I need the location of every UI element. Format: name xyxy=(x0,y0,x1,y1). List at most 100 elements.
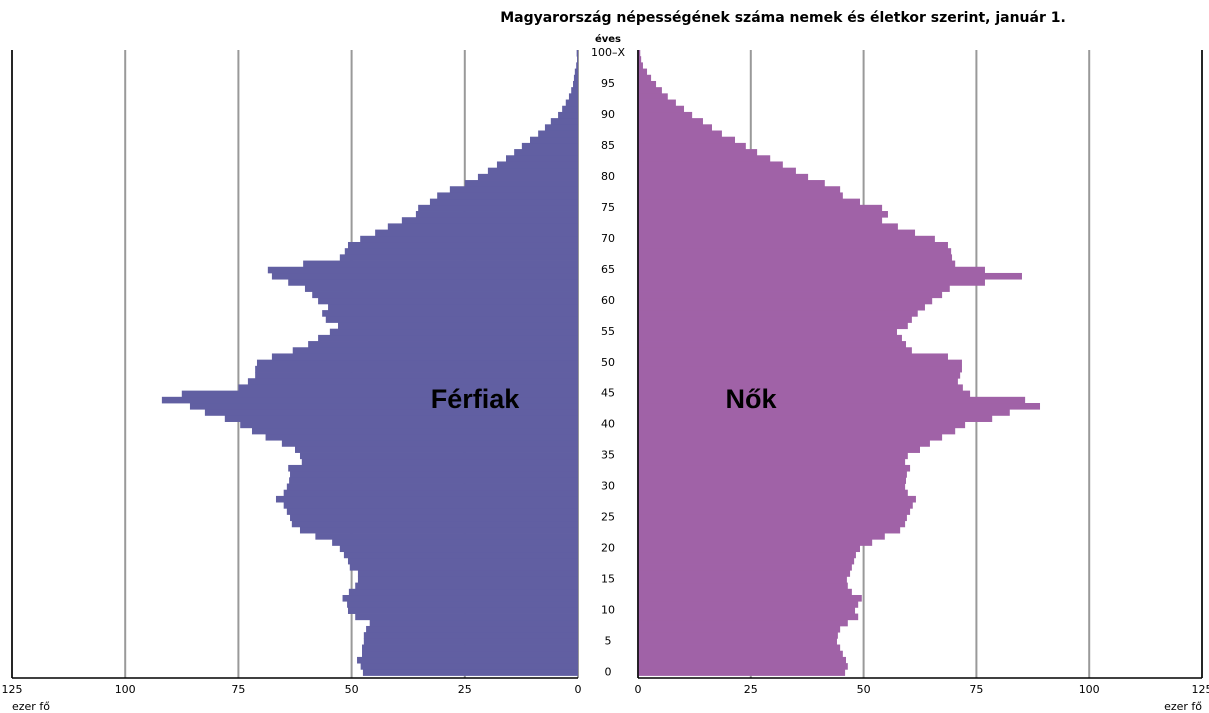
bar xyxy=(638,353,948,361)
x-tick-label: 50 xyxy=(345,683,359,696)
bar xyxy=(247,378,578,385)
bar xyxy=(415,211,578,218)
bar xyxy=(360,663,578,670)
bar xyxy=(638,378,958,385)
bar xyxy=(301,458,578,466)
bar xyxy=(571,87,578,94)
bar xyxy=(638,625,841,633)
bar xyxy=(638,440,930,447)
bar xyxy=(181,390,579,398)
bar xyxy=(577,56,578,63)
bar xyxy=(638,365,962,373)
bar xyxy=(477,173,578,181)
bar xyxy=(638,520,906,528)
bar xyxy=(347,557,578,565)
bar xyxy=(638,421,966,429)
bar xyxy=(638,594,862,602)
bar xyxy=(638,452,908,460)
bar xyxy=(638,588,852,596)
bar xyxy=(328,303,578,311)
bar xyxy=(638,656,847,664)
bar xyxy=(638,217,883,224)
bar xyxy=(308,341,578,348)
y-tick-label: 35 xyxy=(601,449,615,462)
bar xyxy=(638,303,925,311)
y-tick-label: 30 xyxy=(601,480,615,493)
bar xyxy=(638,644,841,652)
bar xyxy=(339,254,578,261)
bar xyxy=(638,613,859,621)
bar xyxy=(638,341,907,348)
bar xyxy=(357,576,578,584)
bar xyxy=(224,415,579,422)
bar xyxy=(638,56,642,63)
bar xyxy=(638,415,993,422)
bar xyxy=(638,446,920,453)
bar xyxy=(355,613,578,621)
bar xyxy=(347,607,578,614)
y-tick-label: 40 xyxy=(601,418,615,431)
bar xyxy=(638,582,848,590)
chart-title: Magyarország népességének száma nemek és… xyxy=(500,10,1066,26)
x-axis-label: ezer fő xyxy=(1164,700,1202,713)
x-tick-label: 0 xyxy=(575,683,582,696)
bar xyxy=(161,396,578,404)
y-tick-label: 15 xyxy=(601,573,615,586)
bar xyxy=(638,427,956,435)
bar xyxy=(576,50,578,57)
bar xyxy=(638,328,897,336)
x-tick-label: 75 xyxy=(231,683,245,696)
bar xyxy=(366,625,578,633)
bar xyxy=(638,570,851,577)
bar xyxy=(363,638,578,645)
bar xyxy=(558,111,578,119)
bar xyxy=(464,180,578,187)
bar xyxy=(449,186,578,193)
bar xyxy=(638,539,873,546)
bar xyxy=(638,241,948,249)
bar xyxy=(638,93,668,100)
bar xyxy=(240,421,579,429)
bar xyxy=(638,347,912,354)
bar xyxy=(344,248,578,255)
bar xyxy=(638,192,843,200)
bar xyxy=(638,87,662,94)
bar xyxy=(544,124,578,131)
bar xyxy=(437,192,578,200)
bar xyxy=(290,471,578,478)
y-tick-label: 55 xyxy=(601,325,615,338)
bar xyxy=(295,446,578,453)
bar xyxy=(251,427,578,435)
bar xyxy=(562,105,578,113)
bar xyxy=(530,136,578,144)
bar xyxy=(487,167,578,175)
bar xyxy=(255,365,578,373)
bar xyxy=(362,644,578,652)
bar xyxy=(360,235,578,243)
bar xyxy=(357,656,578,664)
bar xyxy=(638,483,906,491)
bar xyxy=(238,384,578,392)
bar xyxy=(357,570,578,577)
bar xyxy=(638,669,846,676)
y-axis-label: éves xyxy=(595,33,621,45)
bar xyxy=(362,650,578,658)
bar xyxy=(267,266,578,274)
bar xyxy=(638,477,907,484)
bar xyxy=(638,396,1026,404)
bar xyxy=(363,632,578,639)
bar xyxy=(638,464,911,472)
bar xyxy=(304,285,578,292)
bar xyxy=(538,130,578,138)
bar xyxy=(288,464,578,472)
bar xyxy=(638,384,963,392)
bar xyxy=(638,390,971,398)
bar xyxy=(514,149,578,156)
bar xyxy=(265,433,578,441)
y-tick-label: 60 xyxy=(601,294,615,307)
bar xyxy=(318,297,578,305)
bar xyxy=(638,564,852,571)
bar xyxy=(638,136,736,144)
bar xyxy=(347,601,578,608)
